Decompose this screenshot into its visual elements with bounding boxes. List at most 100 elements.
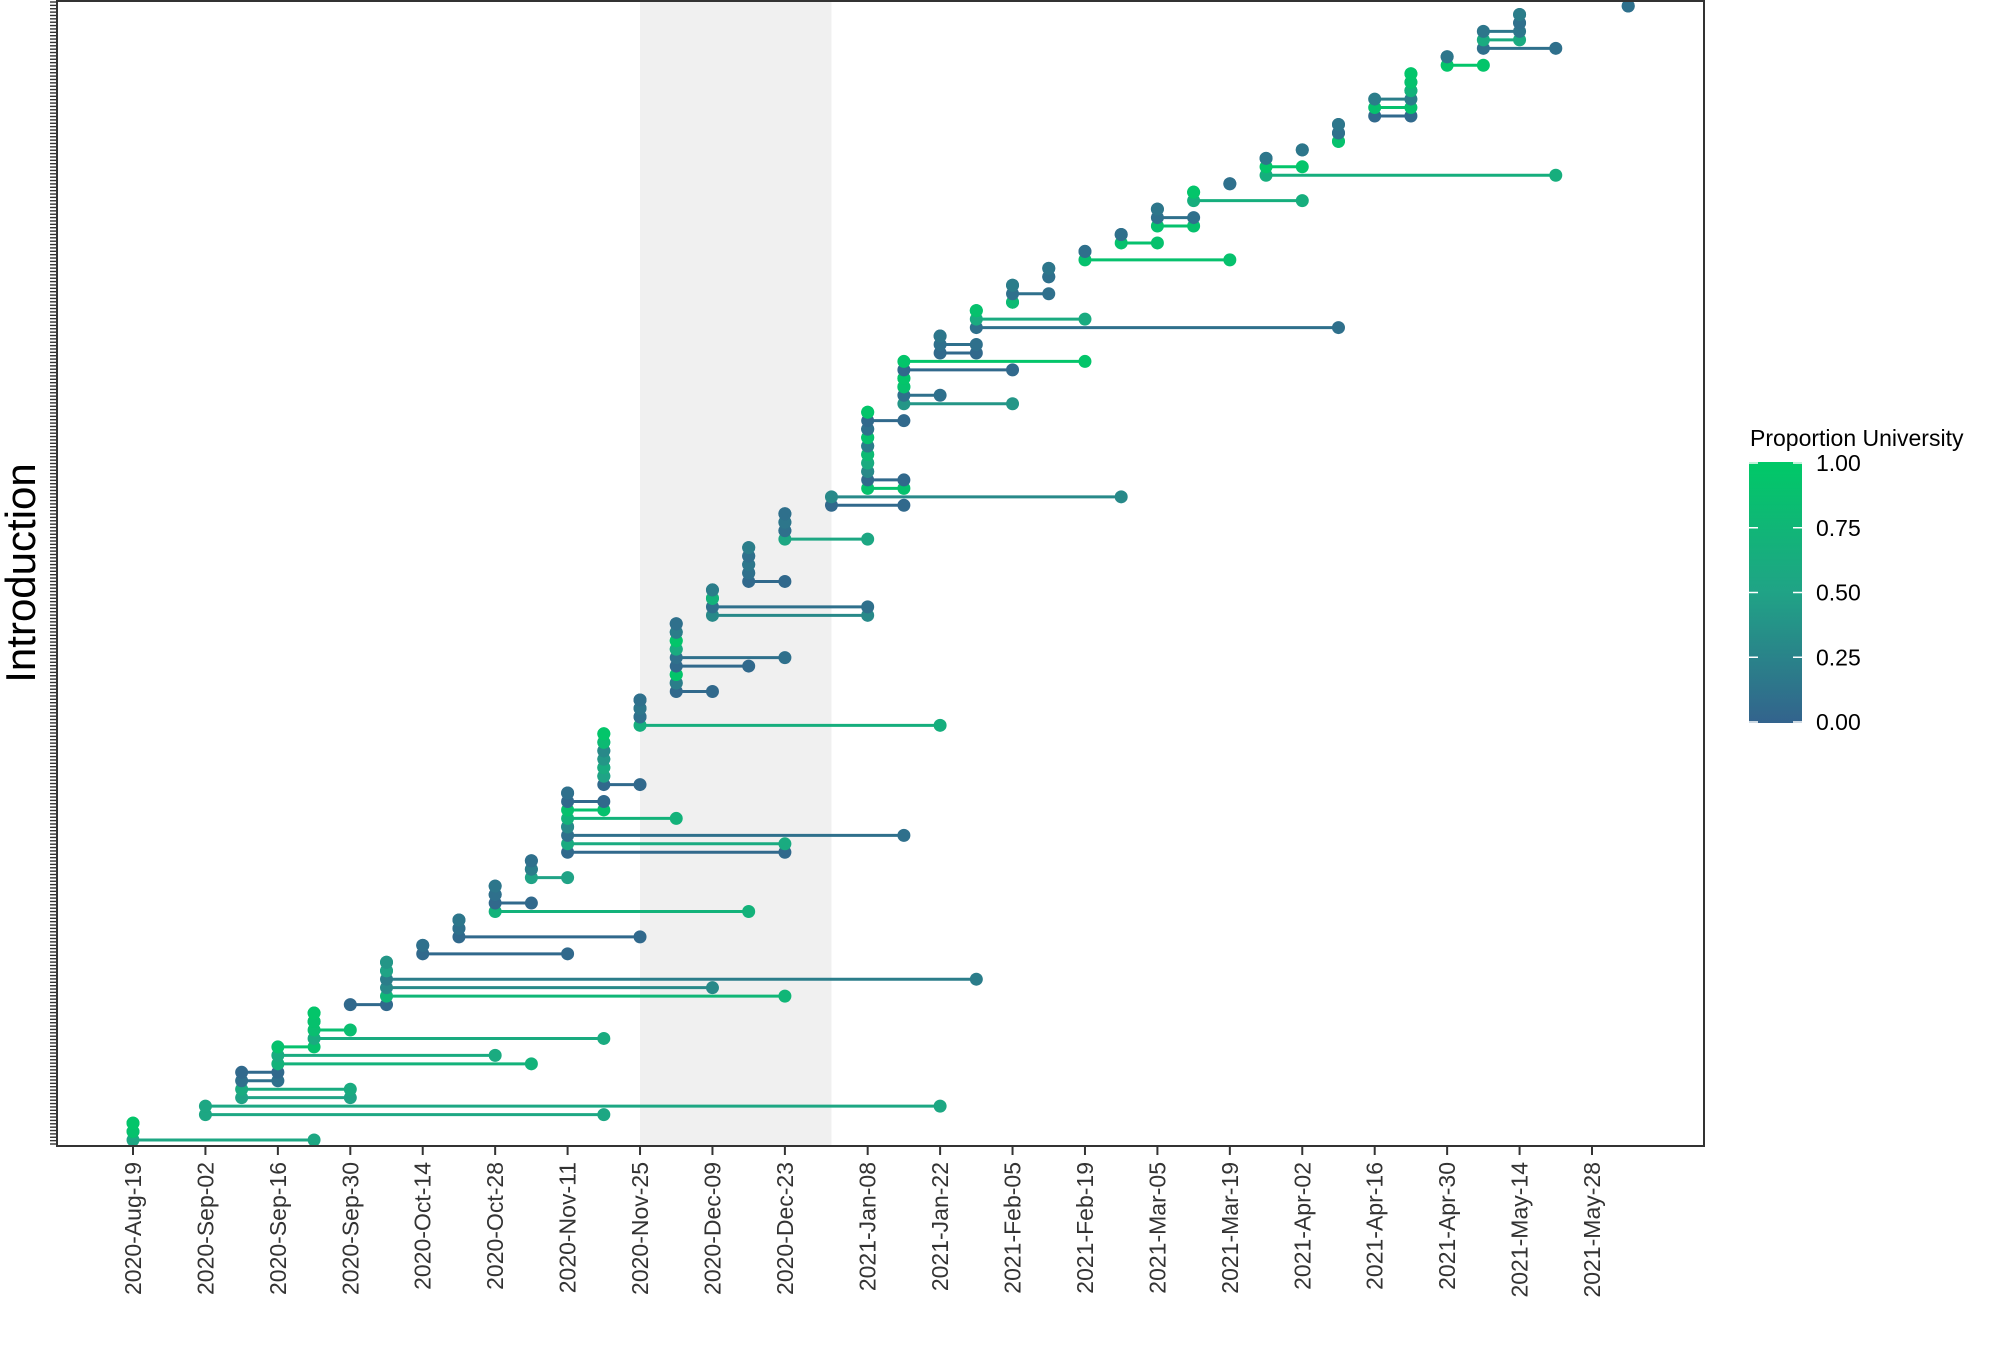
introduction-end-point [126, 1116, 140, 1130]
introduction-end-point [633, 778, 647, 792]
shaded-period [640, 1, 832, 1146]
introduction-start-point [271, 1040, 285, 1054]
introduction-end-point [778, 507, 792, 521]
introduction-end-point [933, 1099, 947, 1113]
introduction-117 [1259, 151, 1273, 165]
introduction-end-point [597, 1108, 611, 1122]
introduction-end-point [1223, 253, 1237, 267]
introduction-135 [1621, 0, 1635, 13]
x-tick-label: 2021-Feb-05 [1000, 1162, 1026, 1294]
x-tick-label: 2021-Feb-19 [1072, 1162, 1098, 1294]
introduction-end-point [1549, 41, 1563, 55]
introduction-20 [380, 972, 983, 986]
x-tick-label: 2020-Sep-30 [337, 1162, 363, 1295]
x-tick-label: 2020-Aug-19 [120, 1162, 146, 1295]
introduction-106 [1078, 244, 1092, 258]
introduction-end-point [307, 1006, 321, 1020]
introduction-3 [126, 1116, 140, 1130]
legend-tick-label: 0.25 [1816, 644, 1861, 670]
introduction-113 [1187, 185, 1201, 199]
introduction-end-point [524, 896, 538, 910]
x-axis: 2020-Aug-19 2020-Sep-02 2020-Sep-16 2020-Se… [120, 1146, 1605, 1298]
introduction-end-point [778, 651, 792, 665]
legend-ticks: 1.00 0.75 0.50 0.25 0.00 [1749, 450, 1861, 735]
introduction-end-point [1513, 7, 1527, 21]
introduction-end-point [969, 338, 983, 352]
introduction-end-point [1404, 67, 1418, 81]
introduction-end-point [343, 1082, 357, 1096]
introduction-end-point [1259, 151, 1273, 165]
introduction-end-point [524, 854, 538, 868]
introduction-11 [271, 1048, 502, 1062]
introduction-end-point [1621, 0, 1635, 13]
chart-marks [126, 0, 1635, 1147]
introduction-102 [1006, 278, 1020, 292]
x-tick-label: 2021-Apr-16 [1362, 1162, 1388, 1290]
x-tick-label: 2021-Apr-30 [1434, 1162, 1460, 1290]
introduction-end-point [742, 541, 756, 555]
legend-title: Proportion University [1750, 425, 1964, 451]
introduction-121 [1331, 117, 1345, 131]
introduction-76 [824, 498, 911, 512]
introduction-42 [561, 786, 575, 800]
introduction-end-point [1295, 160, 1309, 174]
introduction-end-point [778, 837, 792, 851]
x-tick-label: 2021-Apr-02 [1289, 1162, 1315, 1290]
introduction-end-point [633, 693, 647, 707]
introduction-end-point [488, 1048, 502, 1062]
introduction-start-point [198, 1099, 212, 1113]
introduction-75 [778, 507, 792, 521]
introduction-end-point [778, 989, 792, 1003]
introduction-end-point [705, 684, 719, 698]
introduction-start-point [235, 1065, 249, 1079]
introduction-end-point [933, 388, 947, 402]
introduction-104 [1042, 261, 1056, 275]
introduction-end-point [1078, 354, 1092, 368]
introduction-end-point [705, 981, 719, 995]
x-tick-label: 2020-Oct-28 [482, 1162, 508, 1290]
introduction-end-point [307, 1133, 321, 1147]
introduction-end-point [1223, 177, 1237, 191]
x-tick-label: 2020-Dec-09 [699, 1162, 725, 1295]
introduction-end-point [1114, 490, 1128, 504]
introduction-end-point [1006, 397, 1020, 411]
introduction-end-point [705, 583, 719, 597]
introduction-25 [452, 930, 647, 944]
introduction-end-point [1187, 185, 1201, 199]
introduction-134 [1513, 7, 1527, 21]
introduction-end-point [1331, 117, 1345, 131]
introduction-end-point [669, 811, 683, 825]
x-tick-label: 2021-Mar-05 [1144, 1162, 1170, 1294]
introduction-92 [897, 363, 1020, 377]
introduction-end-point [1187, 211, 1201, 225]
introduction-end-point [897, 498, 911, 512]
introduction-108 [1114, 227, 1128, 241]
introduction-6 [235, 1091, 357, 1105]
introduction-end-point [1114, 227, 1128, 241]
introduction-97 [969, 321, 1345, 335]
introduction-18 [380, 989, 792, 1003]
introduction-end-point [1295, 194, 1309, 208]
x-tick-label: 2021-Mar-19 [1217, 1162, 1243, 1294]
introduction-start-point [1476, 24, 1490, 38]
introduction-71 [742, 541, 756, 555]
introduction-49 [597, 727, 611, 741]
introduction-end-point [380, 955, 394, 969]
introduction-77 [824, 490, 1128, 504]
introduction-105 [1078, 253, 1237, 267]
introduction-end-point [778, 574, 792, 588]
legend-tick-label: 1.00 [1816, 450, 1861, 476]
introduction-98 [969, 312, 1092, 326]
introduction-87 [861, 405, 875, 419]
introduction-7 [235, 1082, 357, 1096]
x-tick-label: 2020-Oct-14 [410, 1162, 436, 1290]
introduction-end-point [742, 905, 756, 919]
introduction-129 [1440, 50, 1454, 64]
x-tick-label: 2020-Nov-25 [627, 1162, 653, 1295]
introduction-16 [307, 1006, 321, 1020]
y-axis-label: Introduction [0, 463, 44, 682]
introduction-end-point [597, 1031, 611, 1045]
introduction-1 [126, 1133, 321, 1147]
x-tick-label: 2021-Jan-22 [927, 1162, 953, 1291]
